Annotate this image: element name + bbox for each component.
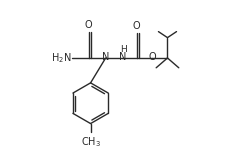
Text: O: O [149, 52, 156, 62]
Text: N: N [119, 52, 126, 62]
Text: N: N [102, 52, 109, 62]
Text: H: H [120, 45, 127, 54]
Text: CH$_3$: CH$_3$ [81, 135, 101, 149]
Text: O: O [132, 21, 140, 31]
Text: H$_2$N: H$_2$N [51, 51, 72, 65]
Text: O: O [84, 20, 92, 30]
